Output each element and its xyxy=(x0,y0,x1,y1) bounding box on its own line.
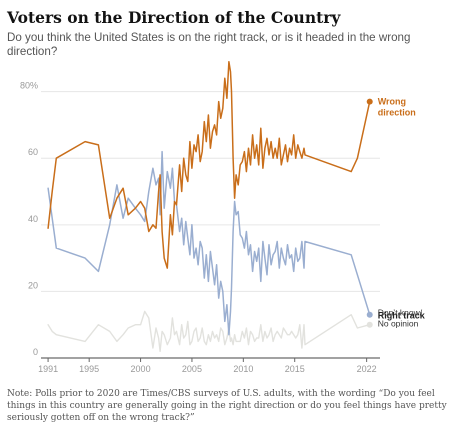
series-line-1 xyxy=(47,150,371,336)
chart-subtitle: Do you think the United States is on the… xyxy=(7,31,411,58)
chart-note: Note: Polls prior to 2020 are Times/CBS … xyxy=(7,389,447,423)
y-tick-label-60: 60 xyxy=(28,147,38,157)
series-label-0: Wrong direction xyxy=(378,97,416,118)
x-tick-label-1991: 1991 xyxy=(38,364,58,374)
x-tick-label-2015: 2015 xyxy=(285,364,305,374)
series-label-line: No opinion xyxy=(378,319,419,329)
x-tick-label-2022: 2022 xyxy=(357,364,377,374)
series-line-2 xyxy=(47,310,371,352)
x-tick-label-2010: 2010 xyxy=(233,364,253,374)
chart-title: Voters on the Direction of the Country xyxy=(7,8,341,27)
series-lines xyxy=(47,60,373,352)
y-tick-label-20: 20 xyxy=(28,280,38,290)
x-tick-label-2000: 2000 xyxy=(131,364,151,374)
series-line-0 xyxy=(47,60,371,269)
series-end-dot-2 xyxy=(366,321,373,328)
x-tick-label-1995: 1995 xyxy=(79,364,99,374)
x-tick-label-2005: 2005 xyxy=(182,364,202,374)
series-label-line: Wrong xyxy=(378,97,406,107)
series-end-dot-0 xyxy=(366,98,373,105)
series-label-line: Right track xyxy=(378,311,426,321)
series-label-2: Don’t know/No opinion xyxy=(378,308,423,329)
axes: 0 20 40 60 80% 1991 1995 2000 2005 2010 2015 2022 xyxy=(20,81,380,374)
y-tick-label-80: 80% xyxy=(20,81,38,91)
series-label-1: Right track xyxy=(378,311,426,321)
y-tick-label-40: 40 xyxy=(28,214,38,224)
grid-lines xyxy=(41,91,380,292)
series-label-line: direction xyxy=(378,108,416,118)
series-end-dot-1 xyxy=(366,311,373,318)
series-label-line: Don’t know/ xyxy=(378,308,423,318)
y-tick-label-0: 0 xyxy=(33,347,38,357)
